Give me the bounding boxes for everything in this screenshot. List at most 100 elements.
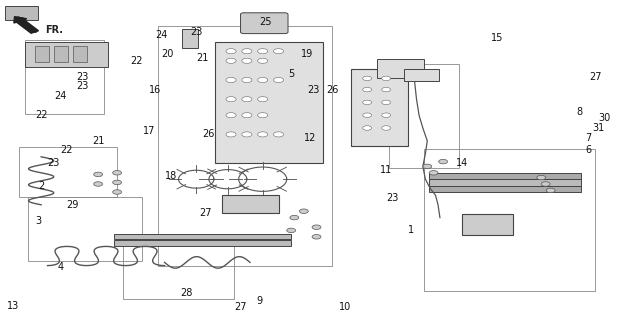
- Circle shape: [226, 132, 236, 137]
- Bar: [123, 245, 234, 299]
- Text: 23: 23: [76, 81, 89, 92]
- Text: 1: 1: [408, 225, 415, 236]
- Circle shape: [363, 76, 372, 81]
- Bar: [429, 179, 581, 186]
- Circle shape: [423, 164, 432, 169]
- Circle shape: [382, 113, 391, 117]
- Circle shape: [541, 182, 550, 186]
- Bar: [351, 69, 408, 146]
- Bar: [25, 40, 104, 114]
- Circle shape: [258, 97, 268, 102]
- Bar: [377, 59, 424, 78]
- Circle shape: [258, 77, 268, 83]
- Text: 31: 31: [592, 123, 605, 133]
- Text: 25: 25: [260, 17, 272, 28]
- Text: 10: 10: [339, 302, 351, 312]
- Circle shape: [312, 225, 321, 229]
- Bar: [25, 42, 108, 67]
- Bar: [215, 42, 323, 163]
- Bar: [158, 26, 332, 266]
- Text: 22: 22: [130, 56, 142, 66]
- Text: 13: 13: [6, 300, 19, 311]
- Circle shape: [242, 77, 252, 83]
- FancyArrow shape: [14, 17, 39, 33]
- Circle shape: [273, 49, 284, 54]
- Circle shape: [226, 97, 236, 102]
- Text: 5: 5: [288, 68, 294, 79]
- Circle shape: [363, 126, 372, 130]
- Circle shape: [242, 97, 252, 102]
- Text: 27: 27: [589, 72, 601, 82]
- Bar: [389, 64, 459, 168]
- Text: 3: 3: [35, 216, 41, 226]
- Text: FR.: FR.: [46, 25, 63, 36]
- Text: 21: 21: [196, 52, 209, 63]
- Circle shape: [226, 113, 236, 118]
- Circle shape: [258, 58, 268, 63]
- Bar: [114, 240, 291, 246]
- Circle shape: [258, 49, 268, 54]
- Text: 23: 23: [190, 27, 203, 37]
- Text: 27: 27: [234, 302, 247, 312]
- Text: 19: 19: [301, 49, 313, 60]
- Circle shape: [226, 58, 236, 63]
- Text: 26: 26: [326, 84, 339, 95]
- Text: 22: 22: [35, 110, 47, 120]
- Text: 24: 24: [54, 91, 66, 101]
- Text: 15: 15: [491, 33, 503, 44]
- Text: 28: 28: [180, 288, 193, 298]
- Circle shape: [242, 58, 252, 63]
- Text: 7: 7: [586, 132, 592, 143]
- Circle shape: [113, 171, 122, 175]
- Text: 24: 24: [155, 30, 168, 40]
- Bar: [19, 147, 117, 197]
- Text: 8: 8: [576, 107, 582, 117]
- Circle shape: [273, 77, 284, 83]
- Text: 14: 14: [456, 158, 468, 168]
- Text: 26: 26: [203, 129, 215, 140]
- Text: 23: 23: [76, 72, 89, 82]
- Bar: [35, 46, 49, 62]
- Circle shape: [382, 87, 391, 92]
- Bar: [5, 6, 38, 20]
- Text: 29: 29: [66, 200, 79, 210]
- Circle shape: [382, 76, 391, 81]
- Bar: [429, 173, 581, 179]
- Circle shape: [226, 77, 236, 83]
- Circle shape: [299, 209, 308, 213]
- Text: 2: 2: [38, 180, 44, 191]
- Text: 23: 23: [386, 193, 399, 204]
- Circle shape: [242, 49, 252, 54]
- Circle shape: [429, 171, 438, 175]
- Circle shape: [363, 113, 372, 117]
- Text: 22: 22: [60, 145, 73, 156]
- Circle shape: [94, 172, 103, 177]
- Circle shape: [113, 190, 122, 194]
- Circle shape: [273, 132, 284, 137]
- Text: 11: 11: [380, 164, 392, 175]
- Bar: [222, 195, 279, 213]
- Circle shape: [258, 113, 268, 118]
- Circle shape: [258, 132, 268, 137]
- Text: 9: 9: [256, 296, 263, 306]
- Bar: [54, 46, 68, 62]
- FancyBboxPatch shape: [241, 13, 288, 34]
- Circle shape: [242, 132, 252, 137]
- Circle shape: [287, 228, 296, 233]
- Text: 30: 30: [598, 113, 611, 124]
- Text: 12: 12: [304, 132, 316, 143]
- Text: 23: 23: [307, 84, 320, 95]
- Text: 6: 6: [586, 145, 592, 156]
- Circle shape: [113, 180, 122, 185]
- Circle shape: [382, 126, 391, 130]
- Text: 27: 27: [199, 208, 212, 218]
- Bar: [429, 186, 581, 192]
- Bar: [462, 214, 513, 235]
- Text: 20: 20: [161, 49, 174, 60]
- Circle shape: [363, 87, 372, 92]
- Text: 18: 18: [165, 171, 177, 181]
- Circle shape: [242, 113, 252, 118]
- Circle shape: [312, 235, 321, 239]
- Circle shape: [439, 159, 448, 164]
- Bar: [424, 149, 595, 291]
